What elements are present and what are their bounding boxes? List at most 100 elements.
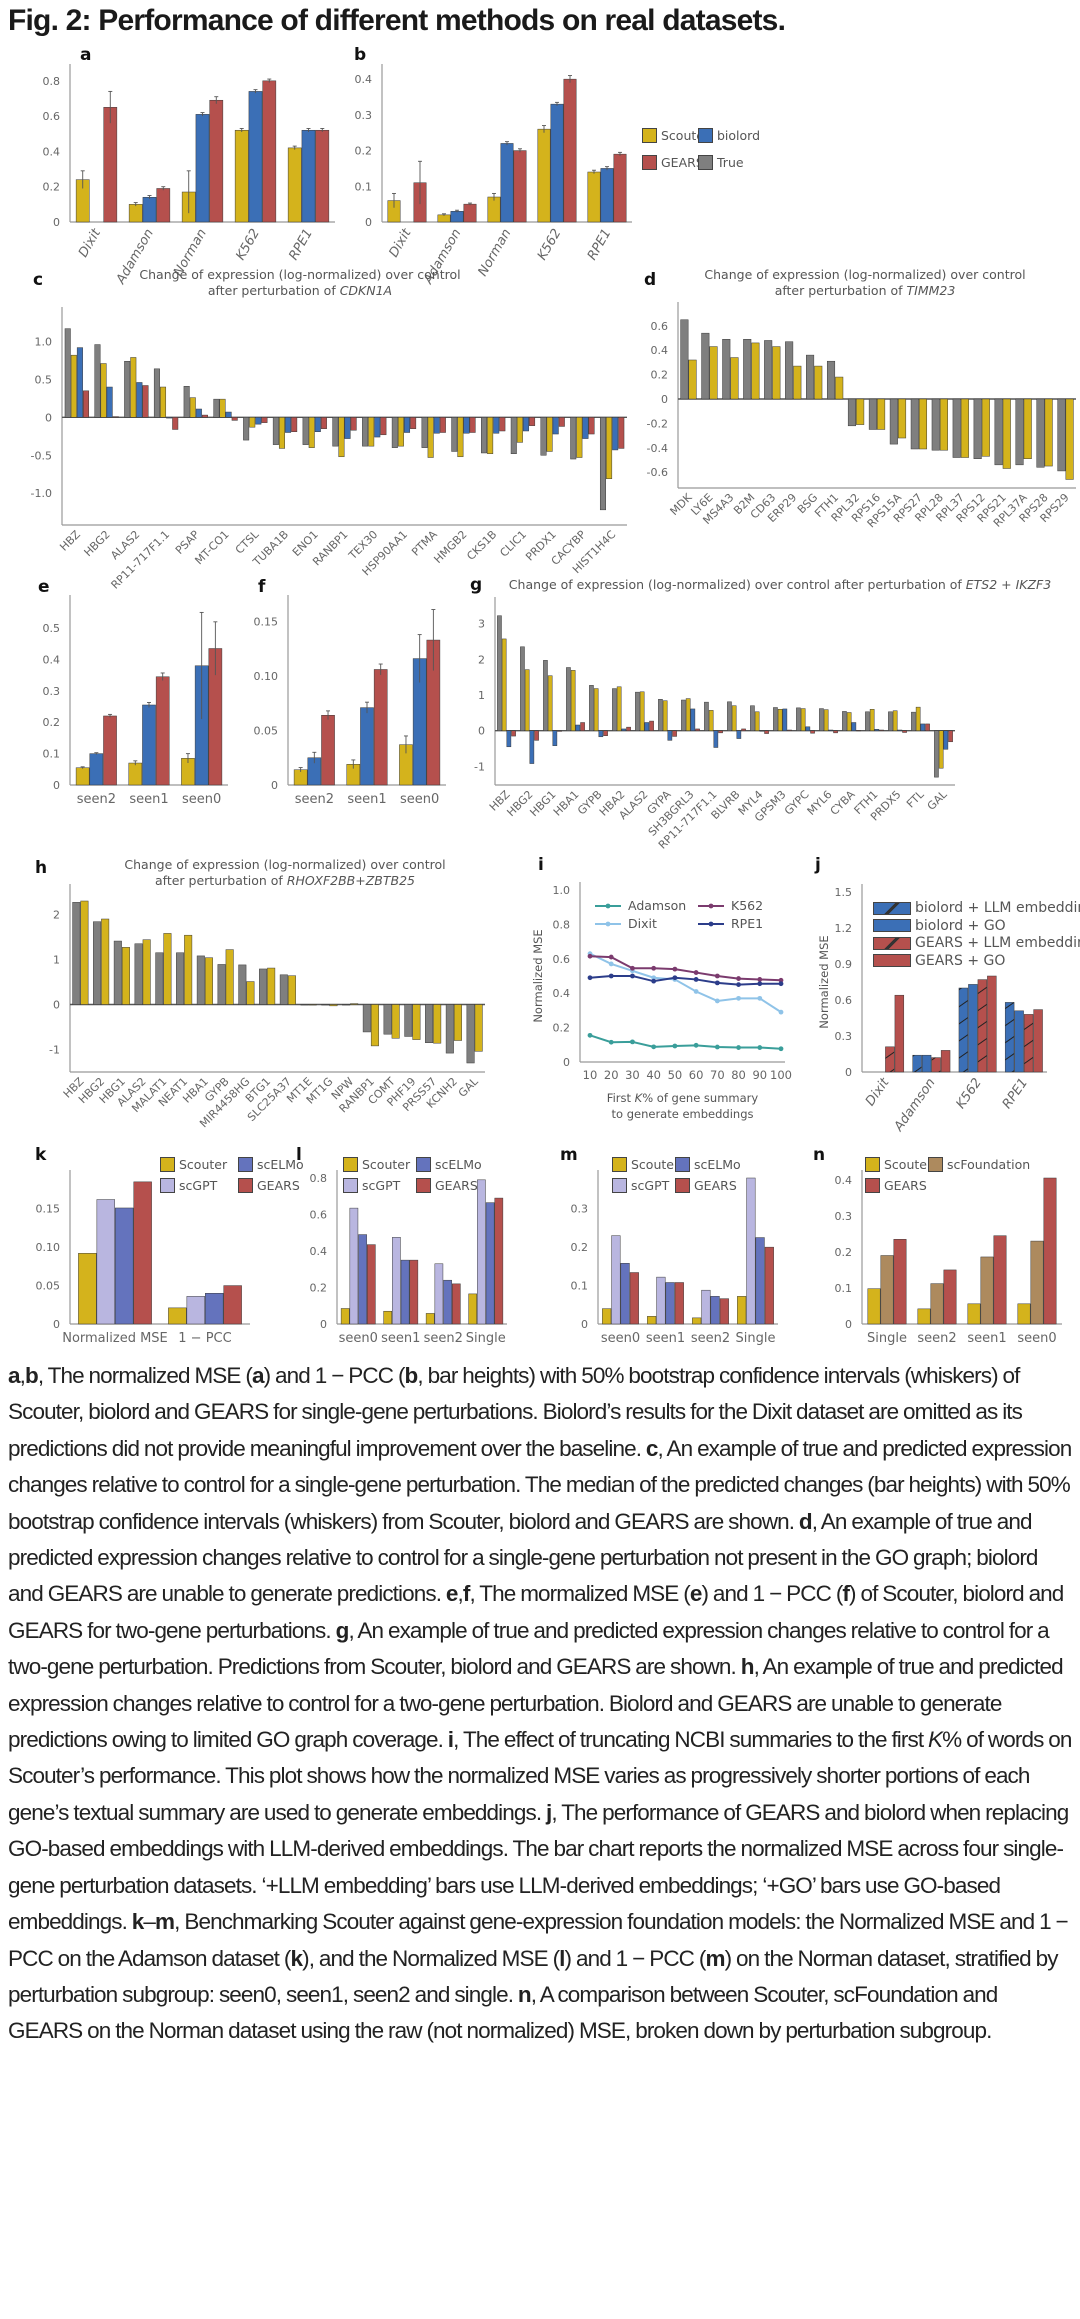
bar-scouter-rps16 — [877, 398, 886, 430]
legend-swatch — [642, 155, 657, 170]
bar-scouter-single — [737, 1296, 747, 1325]
bar-gears-sh3bgrl3 — [695, 728, 700, 731]
panel-label: n — [813, 1145, 826, 1165]
y-tick-label: 0.3 — [571, 1203, 589, 1216]
bar-true-hbg2 — [93, 921, 102, 1005]
bar-true-tex30 — [362, 417, 369, 447]
bar-gears-adamson — [463, 203, 477, 223]
bar-biolord-cacybp — [582, 417, 589, 439]
bar-gears-seen1 — [409, 1259, 419, 1325]
caption-panel-ref: e — [445, 1581, 458, 1607]
legend-item-scfoundation: scFoundation — [928, 1157, 1030, 1172]
legend-label: Scouter — [179, 1157, 228, 1172]
bar-gears-rp11-717f1-1 — [172, 417, 179, 430]
bar-scouter-tuba1b — [278, 417, 285, 449]
bar-gears-fth1 — [879, 729, 884, 731]
bar-gears-normalized-mse — [133, 1181, 152, 1325]
bar-true-mt-co1 — [213, 398, 220, 418]
y-tick-label: 2 — [478, 653, 485, 666]
point-adamson-90 — [757, 1045, 763, 1050]
legend-item-gears: GEARS — [865, 1178, 927, 1193]
panel-k: k Scouter scELMo scGPT GEARS 0 0.05 0.10 0.15 Nor… — [0, 1140, 304, 1355]
legend-label: K562 — [731, 898, 763, 913]
legend-swatch — [928, 1157, 943, 1172]
bar-scelmo-seen0 — [620, 1263, 630, 1325]
line-dixit — [589, 952, 782, 1013]
legend-label: scFoundation — [947, 1157, 1031, 1172]
legend-label: scGPT — [362, 1178, 401, 1193]
caption-text: , An example of true and predicted expre… — [8, 1617, 1050, 1680]
y-axis-label: Normalized MSE — [531, 929, 545, 1022]
caption-text: ) on the Norman dataset, stratified by p… — [8, 1945, 1058, 2007]
bar-gears-ctsl — [261, 417, 268, 423]
y-tick-label: -0.4 — [647, 442, 668, 455]
legend-label: GEARS — [435, 1178, 478, 1193]
legend-marker — [605, 921, 611, 927]
caption-panel-ref: b — [24, 1363, 39, 1388]
y-tick-label: -0.5 — [31, 449, 52, 462]
panel-n: n Scouter scFoundation GEARS 0 0.1 0.2 0.3 0.4 Si… — [810, 1140, 1080, 1355]
bar-true-b2m — [743, 339, 752, 400]
legend-swatch — [238, 1157, 253, 1172]
point-rpe1-10 — [587, 975, 593, 981]
bar-scouter-seen2 — [692, 1317, 702, 1325]
bar-scouter-ms4a3 — [730, 357, 739, 400]
caption-text: , The effect of truncating NCBI summarie… — [453, 1727, 929, 1753]
bar-biolord-eno1 — [314, 417, 321, 433]
panel-g: g Change of expression (log-normalized) o… — [460, 555, 1080, 852]
panel-label: h — [35, 858, 48, 878]
x-tick-label: HBZ — [57, 528, 83, 554]
bar-scouter-fth1 — [869, 709, 875, 731]
caption-panel-ref: i — [447, 1727, 454, 1753]
x-tick-label: 100 — [770, 1068, 792, 1082]
bar-gears-ranbp1 — [350, 417, 357, 431]
bar-gears-hbg2 — [112, 416, 119, 418]
panel-label: i — [538, 855, 544, 875]
bar-scouter-adamson — [128, 204, 143, 223]
y-tick-label: 0 — [661, 393, 668, 406]
caption-text: , bar heights) with 50% bootstrap confid… — [8, 1363, 1023, 1461]
panel-label: c — [33, 270, 44, 290]
bar-scfoundation-seen0 — [1030, 1240, 1044, 1325]
line-k562 — [589, 955, 782, 982]
bar-gears-hsp90aa1 — [410, 417, 417, 429]
bar-true-prdx5 — [888, 711, 893, 731]
x-tick-label: seen1 — [129, 792, 168, 807]
bar-gears-myl4 — [764, 730, 769, 734]
bar-scouter-cyba — [846, 712, 852, 731]
point-dixit-80 — [736, 995, 741, 1001]
bar-hatch-gears-llm-embedding-rpe1 — [1024, 1014, 1034, 1072]
legend-swatch — [416, 1178, 431, 1193]
x-tick-label: GAL — [925, 787, 950, 812]
bar-true-rps12 — [973, 398, 982, 459]
bar-gears-k562 — [563, 78, 577, 223]
bar-scouter-eno1 — [308, 417, 315, 448]
caption-text: , The performance of GEARS and biolord w… — [8, 1799, 1069, 1935]
panel-label: g — [470, 575, 483, 595]
bar-scelmo-seen1 — [400, 1259, 410, 1325]
bar-biolord-blvrb — [736, 730, 742, 739]
bar-true-rps16 — [868, 398, 877, 430]
y-tick-label: 2 — [53, 909, 60, 922]
bar-gears-adamson — [156, 188, 171, 223]
bar-scouter-hbz — [501, 638, 507, 731]
point-rpe1-40 — [651, 978, 657, 984]
bar-gears-prdx1 — [558, 417, 565, 427]
y-tick-label: -0.6 — [647, 466, 668, 479]
bar-scouter-seen1 — [383, 1310, 392, 1325]
y-tick-label: 0.1 — [835, 1282, 853, 1295]
bar-scouter-gal — [474, 1004, 483, 1052]
legend-swatch — [698, 155, 713, 170]
bar-scouter-ly6e — [709, 346, 718, 400]
bar-scouter-fth1 — [835, 376, 844, 400]
legend-swatch — [873, 901, 911, 915]
bar-true-rpl28 — [931, 398, 940, 451]
legend-label: Dixit — [628, 916, 657, 931]
figure-caption: a,b, The normalized MSE (a) and 1 − PCC … — [8, 1358, 1074, 2050]
bar-gears-psap — [201, 414, 208, 418]
legend-item-rpe1: RPE1 — [698, 916, 763, 931]
bar-gears-gal — [948, 730, 953, 743]
bar-scouter-slc25a37 — [287, 975, 296, 1005]
x-tick-label: seen2 — [917, 1331, 956, 1346]
bar-true-tuba1b — [272, 417, 279, 445]
